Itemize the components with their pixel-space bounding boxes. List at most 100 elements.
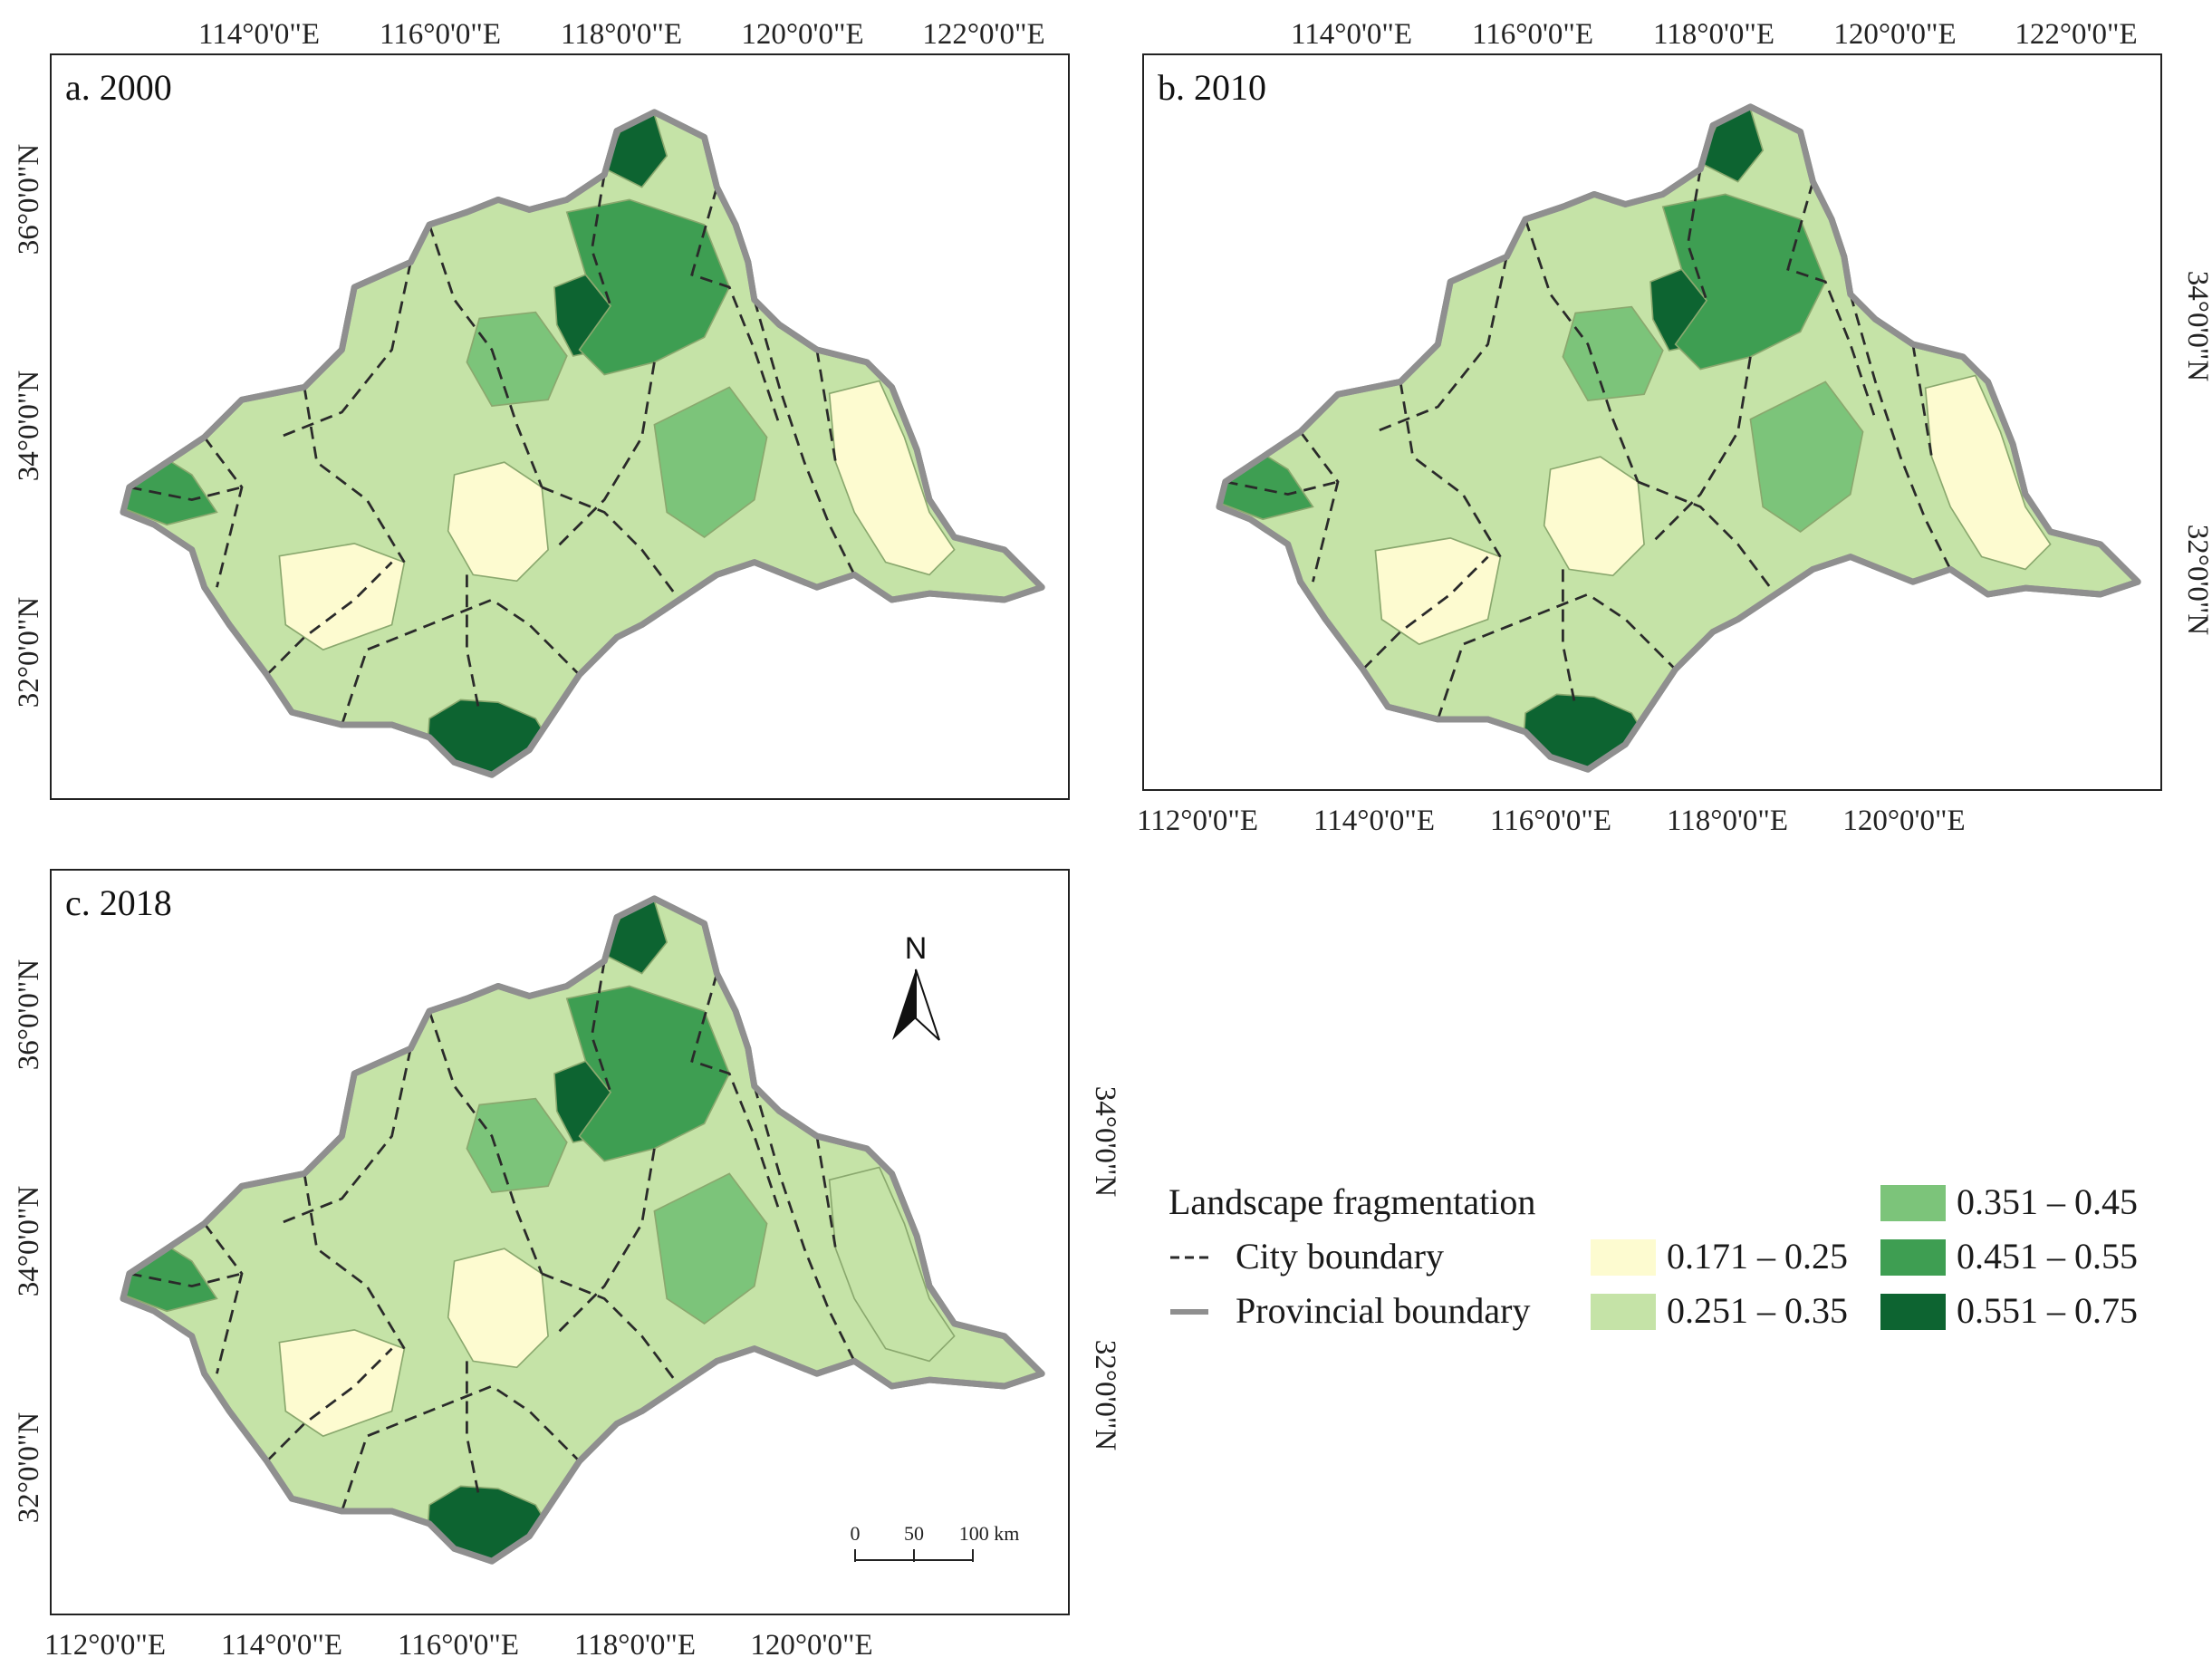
fragmentation-patches — [1218, 108, 2052, 770]
scale-bar-label: 100 km — [959, 1522, 1020, 1545]
panel-title: b. 2010 — [1158, 67, 1266, 108]
left-tick-label: 34°0'0"N — [13, 1186, 45, 1297]
north-arrow-icon — [915, 968, 940, 1041]
patch-mid-north — [1562, 305, 1664, 401]
map-svg-2018: c. 2018 112°0'0"E 114°0'0"E 116°0'0"E 118°0'… — [13, 869, 1121, 1662]
city-boundary — [541, 486, 681, 601]
scale-bar: 0 50 100 km — [851, 1522, 1020, 1562]
top-tick-label: 114°0'0"E — [1291, 18, 1412, 51]
city-boundary — [1686, 169, 1708, 302]
patch-ne-block — [1661, 193, 1827, 371]
city-boundary — [341, 598, 581, 726]
map-region — [120, 109, 1045, 778]
patch-ne-block — [565, 198, 731, 376]
city-boundary — [690, 187, 781, 426]
city-boundary — [690, 973, 781, 1212]
legend-swatch-5 — [1880, 1294, 1946, 1330]
legend: Landscape fragmentation City boundary Pr… — [1169, 1169, 2192, 1341]
city-boundary — [303, 1173, 406, 1350]
city-boundary — [590, 960, 612, 1094]
legend-swatch-4 — [1880, 1239, 1946, 1276]
map-region — [120, 895, 1045, 1565]
left-tick-label: 36°0'0"N — [13, 144, 45, 255]
city-boundary — [553, 361, 656, 551]
bottom-tick-label: 114°0'0"E — [221, 1629, 342, 1662]
city-boundary — [1849, 294, 1952, 571]
panel-title: c. 2018 — [65, 882, 172, 923]
top-tick-label: 118°0'0"E — [1653, 18, 1774, 51]
map-panel-2010: b. 2010 114°0'0"E 116°0'0"E 118°0'0"E 120°0'… — [1114, 0, 2212, 843]
patch-east-coast — [828, 1166, 956, 1363]
patch-south-pale — [278, 543, 406, 651]
bottom-tick-label: 112°0'0"E — [44, 1629, 166, 1662]
panel-title: a. 2000 — [65, 67, 172, 108]
patch-east-center — [653, 1172, 768, 1325]
city-boundary — [265, 561, 393, 676]
legend-class-5: 0.551 – 0.75 — [1957, 1290, 2138, 1331]
province-boundary — [120, 895, 1045, 1565]
patch-south-pale — [278, 1329, 406, 1438]
map-svg-2010: b. 2010 114°0'0"E 116°0'0"E 118°0'0"E 120°0'… — [1137, 18, 2212, 837]
city-boundary — [203, 1222, 244, 1374]
city-boundary — [1299, 430, 1340, 583]
city-boundary — [428, 224, 543, 488]
city-boundary — [1786, 181, 1877, 420]
city-boundary — [428, 1010, 543, 1275]
bottom-tick-label: 120°0'0"E — [750, 1629, 872, 1662]
right-tick-label: 34°0'0"N — [1089, 1086, 1121, 1198]
legend-svg: Landscape fragmentation City boundary Pr… — [1169, 1181, 2138, 1331]
fragmentation-patches — [122, 900, 956, 1562]
patch-east-center — [1749, 381, 1864, 534]
city-boundary — [1649, 356, 1752, 545]
legend-provincial-boundary: Provincial boundary — [1236, 1290, 1531, 1331]
map-svg-2000: a. 2000 114°0'0"E 116°0'0"E 118°0'0"E 120°0'… — [13, 18, 1070, 800]
city-boundary — [1361, 555, 1489, 670]
city-boundary — [129, 486, 243, 502]
city-boundary — [1437, 593, 1677, 720]
top-tick-label: 118°0'0"E — [561, 18, 682, 51]
top-tick-label: 120°0'0"E — [1833, 18, 1956, 51]
city-boundary — [1562, 569, 1577, 708]
legend-city-boundary: City boundary — [1236, 1236, 1444, 1277]
city-boundary — [1374, 256, 1508, 433]
province-boundary — [1216, 103, 2141, 773]
city-boundary — [466, 574, 481, 713]
bottom-tick-label: 116°0'0"E — [1490, 805, 1611, 837]
bottom-tick-label: 118°0'0"E — [1667, 805, 1788, 837]
city-boundary — [1524, 218, 1640, 483]
city-boundary — [129, 1272, 243, 1288]
bottom-tick-label: 112°0'0"E — [1137, 805, 1258, 837]
left-tick-label: 32°0'0"N — [13, 597, 45, 708]
patch-center-pale — [1543, 456, 1645, 577]
right-tick-label: 32°0'0"N — [2181, 525, 2212, 636]
city-boundary — [753, 1085, 856, 1363]
top-tick-label: 116°0'0"E — [380, 18, 501, 51]
bottom-tick-label: 116°0'0"E — [398, 1629, 519, 1662]
map-region — [1216, 103, 2141, 773]
patch-center-pale — [447, 1248, 549, 1369]
city-boundary — [1399, 381, 1502, 558]
city-boundary — [590, 174, 612, 307]
city-boundary — [553, 1148, 656, 1337]
top-tick-label: 122°0'0"E — [2015, 18, 2137, 51]
scale-bar-label: 50 — [904, 1522, 924, 1545]
city-boundary — [278, 1048, 412, 1225]
patch-east-center — [653, 386, 768, 539]
patch-mid-north — [466, 1097, 568, 1193]
city-boundary — [541, 1272, 681, 1387]
province-boundary — [120, 109, 1045, 778]
legend-title: Landscape fragmentation — [1169, 1181, 1535, 1222]
city-boundary — [466, 1361, 481, 1499]
city-boundary — [203, 436, 244, 588]
patch-east-coast — [1924, 374, 2052, 571]
top-tick-label: 116°0'0"E — [1472, 18, 1593, 51]
patch-south-pale — [1374, 537, 1502, 646]
left-tick-label: 32°0'0"N — [13, 1412, 45, 1524]
top-tick-label: 114°0'0"E — [198, 18, 320, 51]
legend-class-2: 0.251 – 0.35 — [1667, 1290, 1848, 1331]
city-boundary — [1637, 480, 1777, 595]
legend-class-3: 0.351 – 0.45 — [1957, 1181, 2138, 1222]
scale-bar-label: 0 — [851, 1522, 861, 1545]
legend-swatch-3 — [1880, 1185, 1946, 1221]
north-arrow-label: N — [905, 931, 928, 966]
